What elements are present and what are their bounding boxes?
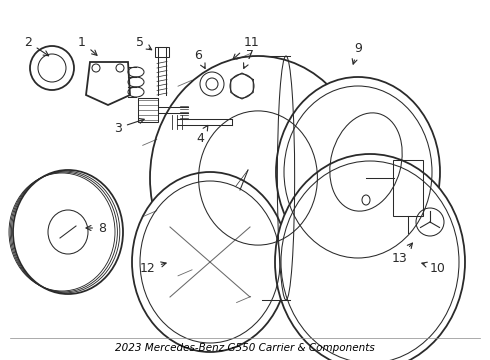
Text: 6: 6 <box>194 49 205 68</box>
Text: 9: 9 <box>352 41 362 64</box>
Text: 3: 3 <box>114 118 144 135</box>
Text: 1: 1 <box>78 36 97 55</box>
Text: 2023 Mercedes-Benz G550 Carrier & Components: 2023 Mercedes-Benz G550 Carrier & Compon… <box>115 343 375 353</box>
Text: 10: 10 <box>422 261 446 275</box>
Text: 2: 2 <box>24 36 49 56</box>
Ellipse shape <box>13 170 123 294</box>
Ellipse shape <box>150 56 366 300</box>
Ellipse shape <box>276 77 440 267</box>
Text: 8: 8 <box>86 221 106 234</box>
Ellipse shape <box>132 172 288 352</box>
Text: 5: 5 <box>136 36 151 50</box>
Text: 13: 13 <box>392 243 413 265</box>
Text: 7: 7 <box>244 49 254 68</box>
Text: 4: 4 <box>196 125 208 144</box>
Text: 11: 11 <box>233 36 260 59</box>
Ellipse shape <box>275 154 465 360</box>
Text: 12: 12 <box>140 261 166 275</box>
